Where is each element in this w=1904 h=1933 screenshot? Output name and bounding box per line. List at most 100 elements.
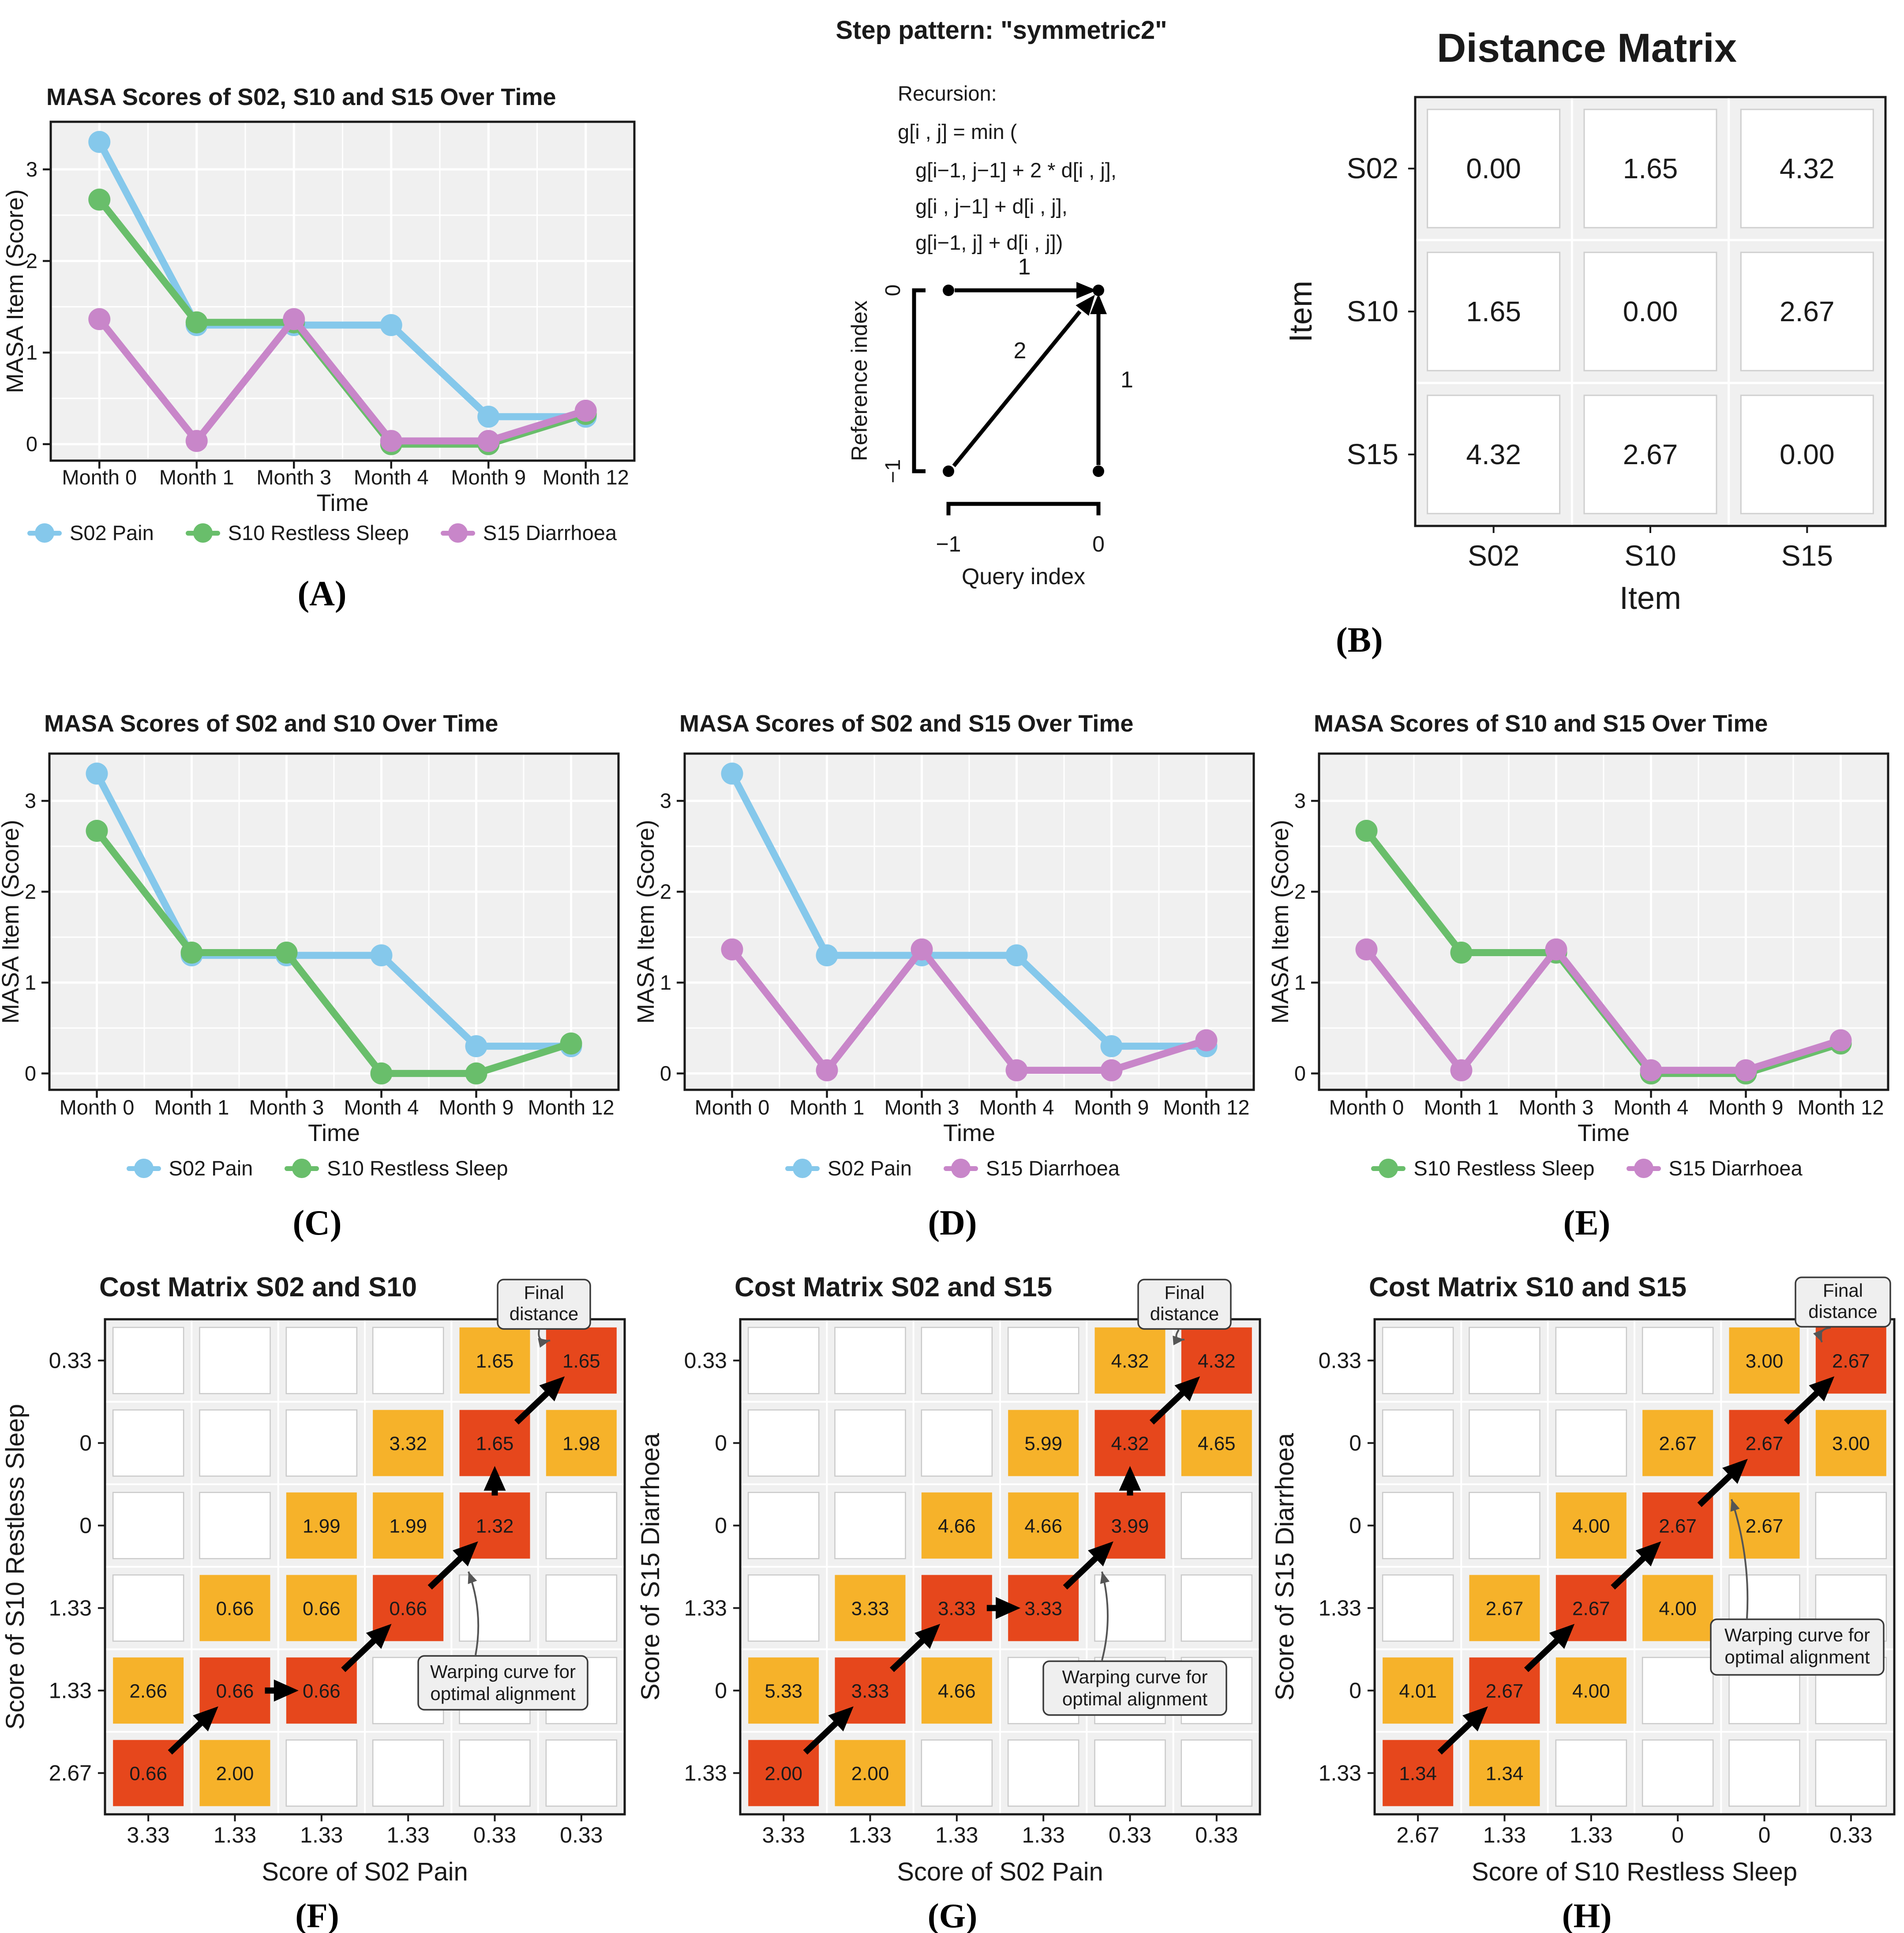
empty-cell: [1382, 1327, 1454, 1394]
cost-value: 0.66: [303, 1598, 341, 1620]
cost-cell-orange: [921, 1657, 992, 1724]
legend-key-icon: [27, 523, 62, 543]
chart-legend: S02 Pain S10 Restless Sleep S15 Diarrhoea: [4, 521, 640, 545]
y-tick-label: 1.33: [684, 1761, 727, 1786]
legend-key-icon: [126, 1158, 161, 1179]
empty-cell: [372, 1327, 444, 1394]
cost-matrix-s10-s15: 3.00 2.67 2.67 2.67 3.00 4.00 2.67 2.67 2.67 2.67…: [1270, 1257, 1904, 1895]
data-point: [574, 399, 597, 422]
final-distance-annotation-box: [1795, 1276, 1891, 1328]
step-node: [943, 465, 954, 477]
x-tick-label: Month 1: [1424, 1096, 1499, 1119]
cost-cell-orange: [1729, 1492, 1800, 1559]
warping-path-arrowhead-icon: [193, 1706, 218, 1732]
plot-border: [739, 1318, 1261, 1816]
data-point: [721, 938, 743, 961]
cost-value: 2.67: [1746, 1433, 1784, 1455]
y-tick-label: 1.33: [1319, 1596, 1361, 1621]
cost-value: 4.01: [1399, 1681, 1437, 1702]
panel-a: Month 0 Month 1 Month 3 Month 4 Month 9 Month…: [4, 9, 640, 614]
cost-matrix-s02-s15: 4.32 4.32 5.99 4.32 4.65 4.66 4.66 3.99 3.33 3.33…: [635, 1257, 1270, 1895]
col-label: S10: [1624, 539, 1676, 572]
recursion-line: g[i−1, j−1] + 2 * d[i , j],: [915, 158, 1117, 182]
empty-cell: [545, 1492, 618, 1559]
empty-cell: [1007, 1327, 1079, 1394]
x-tick-label: 1.33: [300, 1823, 343, 1847]
cost-value: 2.67: [1486, 1598, 1524, 1620]
cost-cell-orange: [1383, 1657, 1454, 1724]
x-axis-title: Time: [317, 490, 369, 516]
distance-cell: [1583, 394, 1717, 514]
line-chart-svg: Month 0 Month 1 Month 3 Month 4 Month 9 Month…: [4, 84, 636, 516]
cost-value: 4.66: [1024, 1516, 1062, 1537]
cost-value: 3.99: [1111, 1516, 1149, 1537]
warping-annotation-box: [1710, 1618, 1885, 1676]
x-tick-label: Month 0: [1329, 1096, 1404, 1119]
x-axis-title: Item: [1619, 581, 1681, 616]
cost-cell-orange: [1469, 1575, 1540, 1641]
cost-value: 1.65: [562, 1351, 600, 1372]
cost-value: 4.32: [1111, 1433, 1149, 1455]
cost-value: 4.00: [1572, 1516, 1610, 1537]
cost-value: 4.32: [1111, 1351, 1149, 1372]
y-tick-label: 1: [25, 971, 36, 994]
legend-key-icon: [785, 1158, 820, 1179]
panel-g: 4.32 4.32 5.99 4.32 4.65 4.66 4.66 3.99 3.33 3.33…: [635, 1257, 1270, 1933]
y-tick-label: 0: [1294, 1062, 1306, 1085]
x-tick-label: 2.67: [1397, 1823, 1439, 1847]
chart-title: MASA Scores of S10 and S15 Over Time: [1314, 710, 1768, 737]
x-tick-label: Month 12: [543, 465, 629, 489]
data-point: [185, 430, 208, 452]
warping-path-arrow: [514, 1387, 554, 1425]
x-axis-title: Query index: [962, 564, 1085, 589]
empty-cell: [545, 1574, 618, 1642]
cost-cell-orange: [835, 1740, 906, 1806]
data-point: [180, 942, 203, 964]
step-pattern-svg: Step pattern: "symmetric2" Recursion: g[i …: [836, 16, 1167, 589]
warping-path-arrowhead-icon: [539, 1376, 565, 1402]
x-axis-bracket: [946, 502, 1101, 515]
empty-cell: [112, 1409, 184, 1477]
data-point: [477, 405, 500, 428]
y-axis-title: Score of S10 Restless Sleep: [1, 1404, 30, 1730]
chart-title: MASA Scores of S02, S10 and S15 Over Tim…: [46, 84, 556, 110]
distance-matrix-chart: 0.00 1.65 4.32 1.65 0.00 2.67 4.32 2.67 0.00 S02 S…: [1270, 9, 1904, 618]
row-label: S15: [1347, 438, 1398, 470]
cost-value: 0.66: [303, 1681, 341, 1702]
x-tick-label: Month 12: [1798, 1096, 1884, 1119]
data-point: [1829, 1029, 1852, 1051]
empty-cell: [921, 1409, 993, 1477]
y-tick-label: 0: [1349, 1513, 1361, 1538]
warping-path-arrowhead-icon: [996, 1597, 1021, 1619]
legend-item: S15 Diarrhoea: [440, 521, 617, 545]
panel-step-pattern: Step pattern: "symmetric2" Recursion: g[i …: [640, 4, 1270, 596]
chart-title: Cost Matrix S10 and S15: [1369, 1272, 1687, 1302]
warping-annotation-line1: Warping curve for: [1062, 1667, 1208, 1687]
empty-cell: [459, 1739, 531, 1807]
cost-cell-orange: [748, 1657, 819, 1724]
recursion-line: g[i , j−1] + d[i , j],: [915, 195, 1068, 218]
y-axis-title: MASA Item (Score): [4, 189, 28, 393]
cost-cell-orange: [1008, 1492, 1079, 1559]
data-point: [1640, 1059, 1662, 1081]
annotation-arrowhead-icon: [1813, 1329, 1822, 1342]
empty-cell: [834, 1492, 906, 1559]
cost-cell-orange: [459, 1327, 530, 1394]
data-point: [86, 762, 108, 785]
data-point: [1450, 1059, 1473, 1081]
legend-item: S10 Restless Sleep: [1371, 1156, 1595, 1180]
line-chart-s10-s15: Month 0 Month 1 Month 3 Month 4 Month 9 Month…: [1270, 675, 1904, 1180]
data-point: [88, 188, 111, 211]
warping-path-arrowhead-icon: [915, 1624, 941, 1649]
y-tick-label: 3: [26, 158, 37, 181]
plot-border: [683, 752, 1255, 1091]
chart-title: MASA Scores of S02 and S10 Over Time: [44, 710, 498, 737]
x-tick-label: Month 3: [1519, 1096, 1594, 1119]
cost-value: 2.67: [1659, 1516, 1697, 1537]
step-node: [943, 285, 954, 296]
empty-cell: [1181, 1574, 1253, 1642]
cost-value: 1.34: [1486, 1763, 1524, 1785]
cost-value: 3.33: [938, 1598, 976, 1620]
line-chart-svg: Month 0 Month 1 Month 3 Month 4 Month 9 Month…: [635, 710, 1255, 1146]
